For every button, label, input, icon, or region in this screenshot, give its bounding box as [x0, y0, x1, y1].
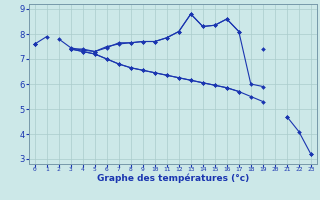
X-axis label: Graphe des températures (°c): Graphe des températures (°c)	[97, 174, 249, 183]
